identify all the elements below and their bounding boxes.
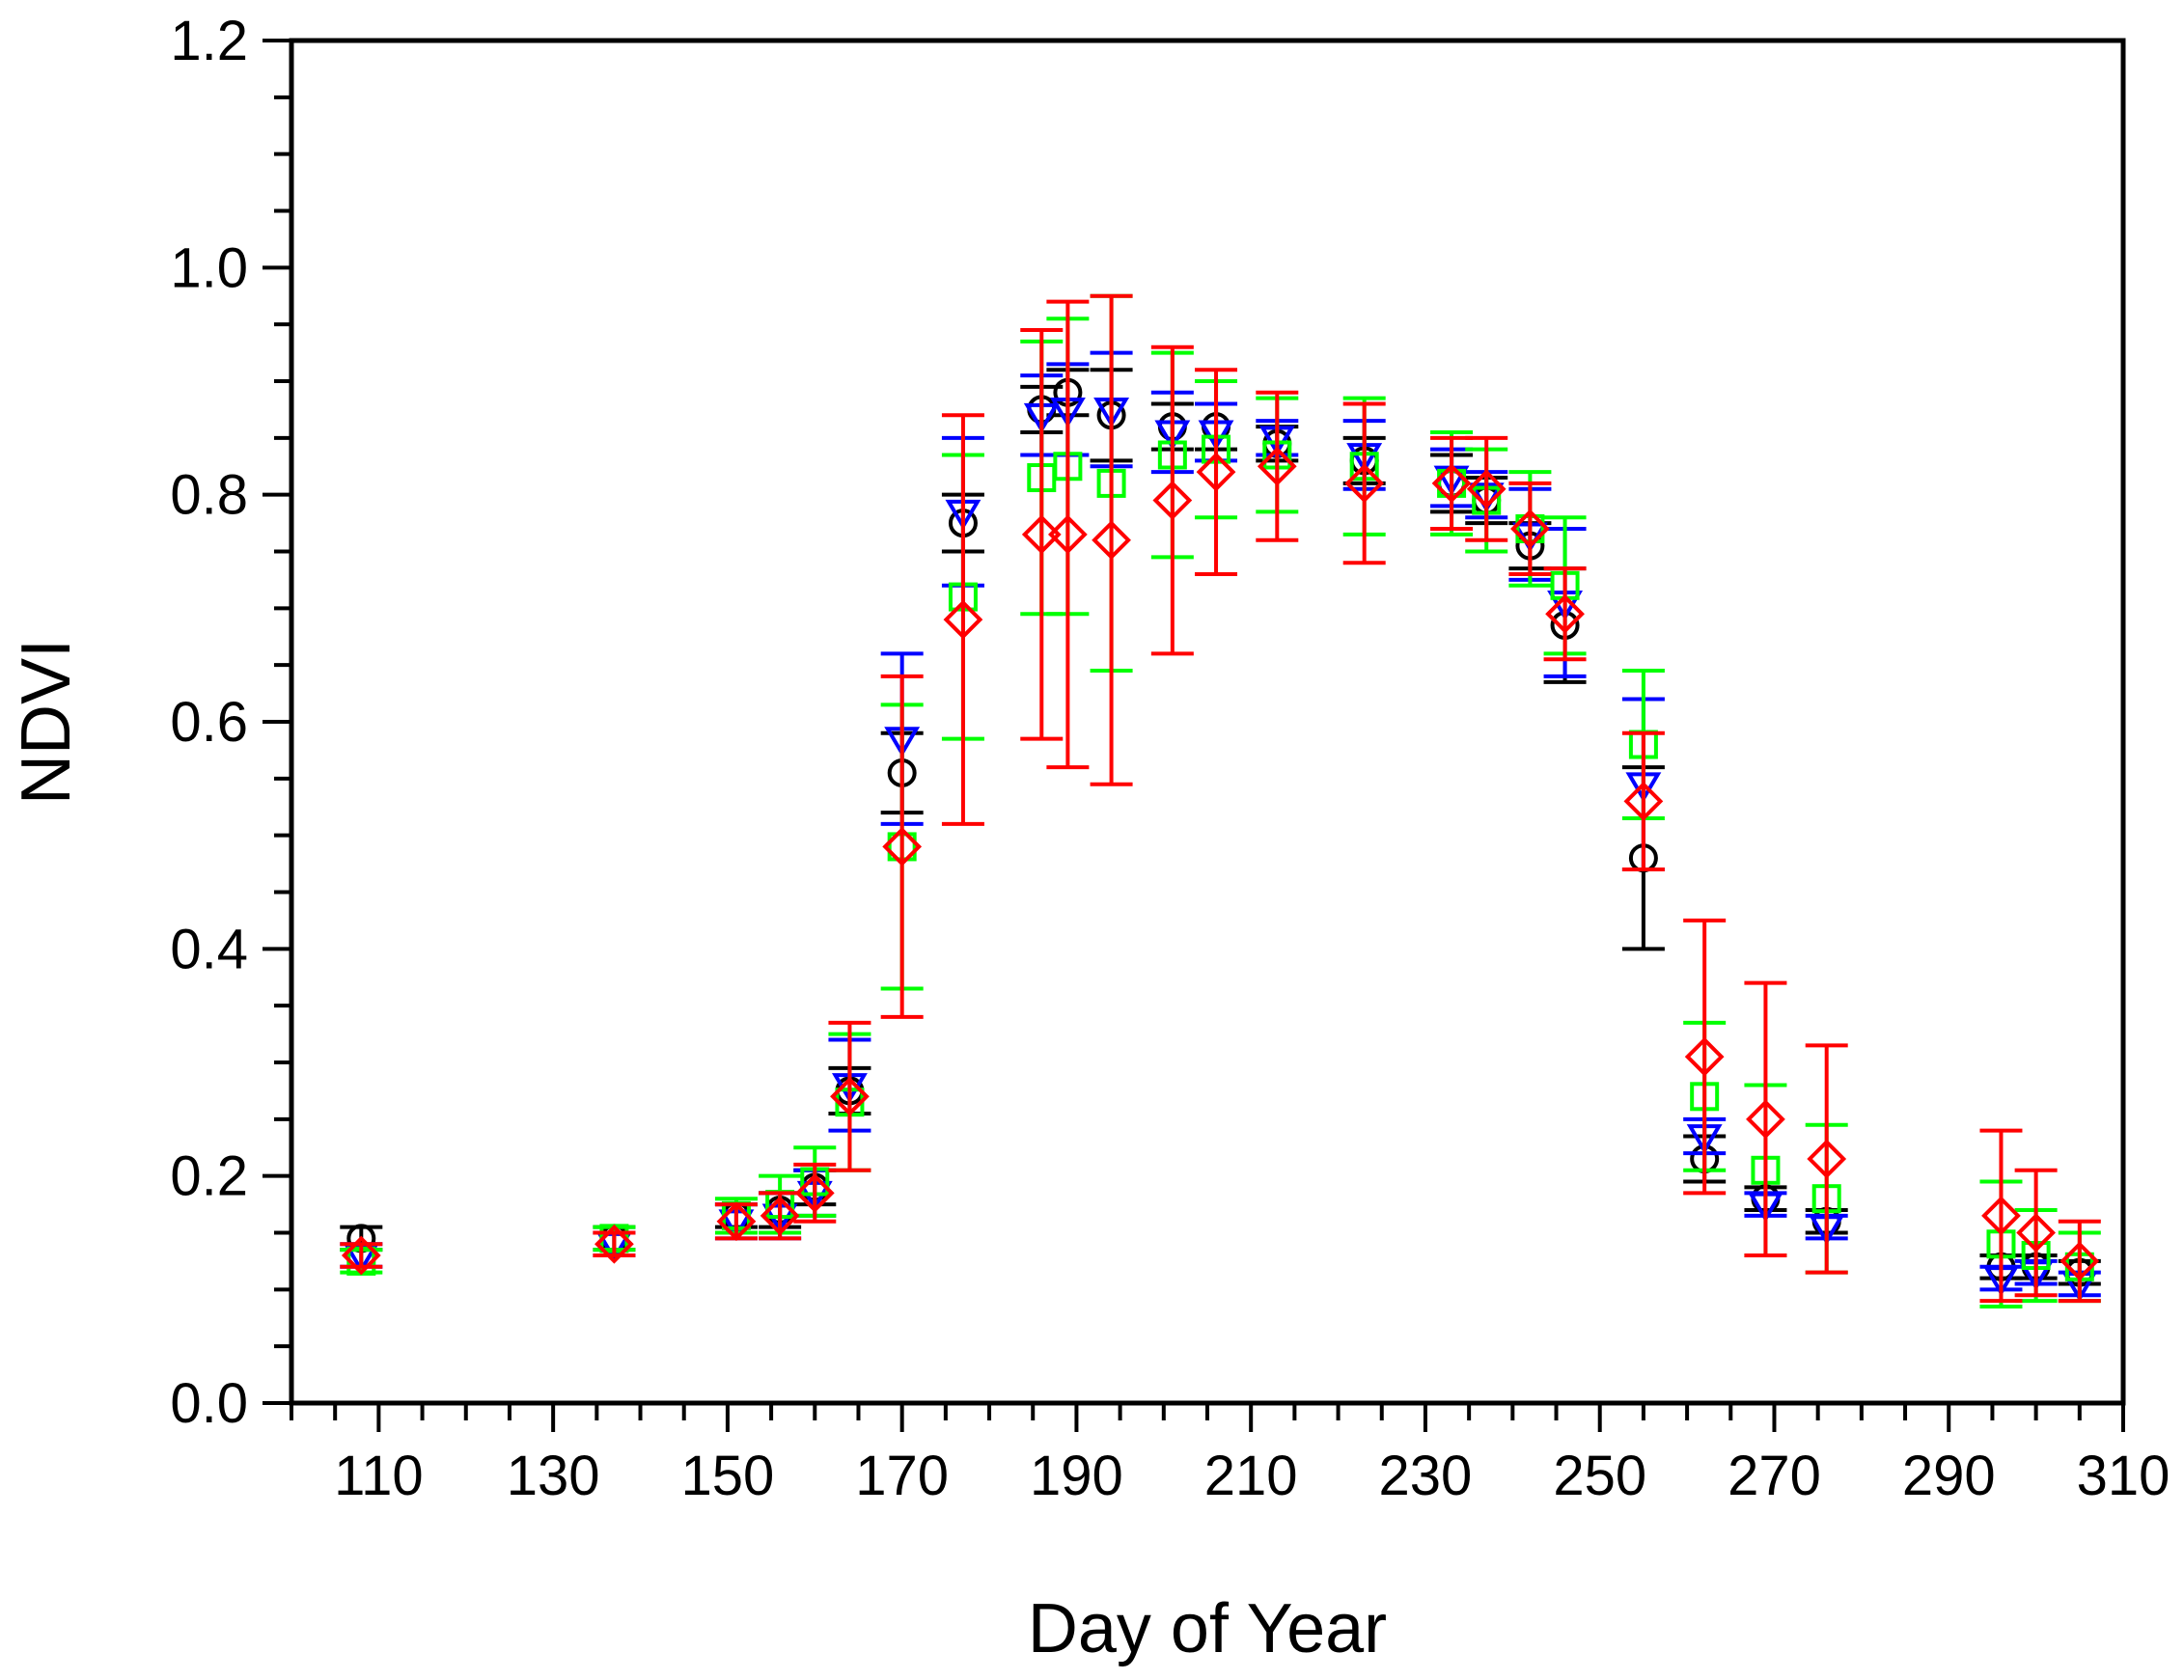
x-axis-title: Day of Year: [1028, 1590, 1387, 1667]
y-tick-label: 0.8: [170, 464, 248, 527]
x-tick-label: 270: [1728, 1445, 1821, 1507]
y-tick-label: 1.0: [170, 236, 248, 299]
axes: 110 130 150 170 190 210 230 250 270 290 310 0.0 0.2 0…: [170, 10, 2170, 1507]
y-tick-label: 0.0: [170, 1372, 248, 1435]
x-tick-label: 170: [855, 1445, 949, 1507]
x-tick-label: 250: [1553, 1445, 1646, 1507]
series-2: [340, 353, 2101, 1299]
y-axis-title: NDVI: [8, 639, 85, 805]
x-tick-label: 190: [1030, 1445, 1123, 1507]
x-tick-label: 230: [1379, 1445, 1473, 1507]
series-4: [340, 296, 2101, 1301]
series-1: [340, 370, 2101, 1284]
series-layer: [340, 296, 2101, 1307]
x-tick-label: 110: [334, 1445, 423, 1507]
plot-frame: [291, 41, 2123, 1403]
x-tick-label: 290: [1902, 1445, 1996, 1507]
x-tick-label: 130: [507, 1445, 600, 1507]
y-tick-label: 1.2: [170, 10, 248, 72]
y-tick-label: 0.4: [170, 918, 248, 980]
x-tick-label: 150: [681, 1445, 775, 1507]
ndvi-chart: 110 130 150 170 190 210 230 250 270 290 310 0.0 0.2 0…: [0, 0, 2184, 1680]
y-tick-label: 0.6: [170, 691, 248, 754]
x-tick-label: 310: [2077, 1445, 2170, 1507]
y-tick-label: 0.2: [170, 1145, 248, 1208]
x-tick-label: 210: [1204, 1445, 1298, 1507]
